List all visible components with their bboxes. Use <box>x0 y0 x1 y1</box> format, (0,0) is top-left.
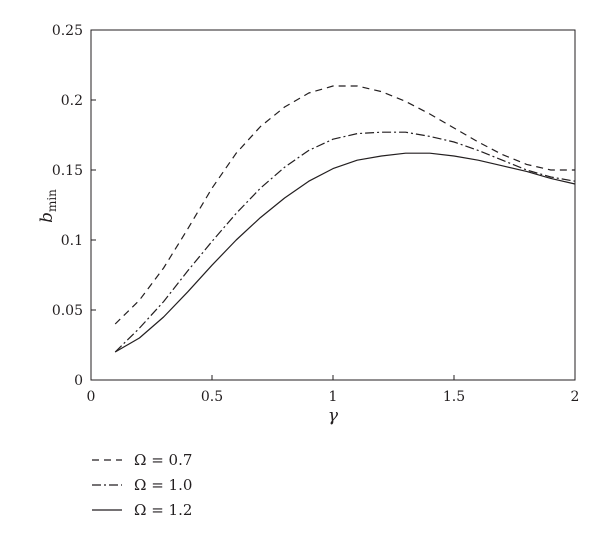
x-tick-label: 0 <box>87 389 96 405</box>
y-tick-label: 0.2 <box>61 93 83 109</box>
series-line-dashdot <box>114 131 576 353</box>
y-axis-title-main: b <box>37 212 57 223</box>
x-tick-label: 2 <box>571 389 580 405</box>
y-tick-label: 0.15 <box>52 163 83 179</box>
x-axis: 0 0.5 1 1.5 2 <box>87 375 580 405</box>
legend-label: Ω = 1.2 <box>134 501 192 519</box>
x-axis-title: γ <box>328 406 339 426</box>
y-axis-title: bmin <box>37 189 59 223</box>
x-tick-label: 1 <box>329 389 338 405</box>
legend: Ω = 0.7 Ω = 1.0 Ω = 1.2 <box>92 451 192 519</box>
y-tick-label: 0.05 <box>52 303 83 319</box>
plot-frame <box>90 29 576 381</box>
y-axis: 0 0.05 0.1 0.15 0.2 0.25 <box>52 23 96 389</box>
x-tick-label: 1.5 <box>443 389 465 405</box>
x-tick-label: 0.5 <box>201 389 223 405</box>
series-line-solid <box>114 152 576 353</box>
y-tick-label: 0 <box>74 373 83 389</box>
svg-text:bmin: bmin <box>37 189 59 223</box>
legend-label: Ω = 1.0 <box>134 476 192 494</box>
series-lines <box>114 85 576 353</box>
y-axis-title-subscript: min <box>45 189 59 212</box>
series-line-dashed <box>114 85 575 325</box>
y-tick-label: 0.25 <box>52 23 83 39</box>
y-tick-label: 0.1 <box>61 233 83 249</box>
legend-label: Ω = 0.7 <box>134 451 192 469</box>
